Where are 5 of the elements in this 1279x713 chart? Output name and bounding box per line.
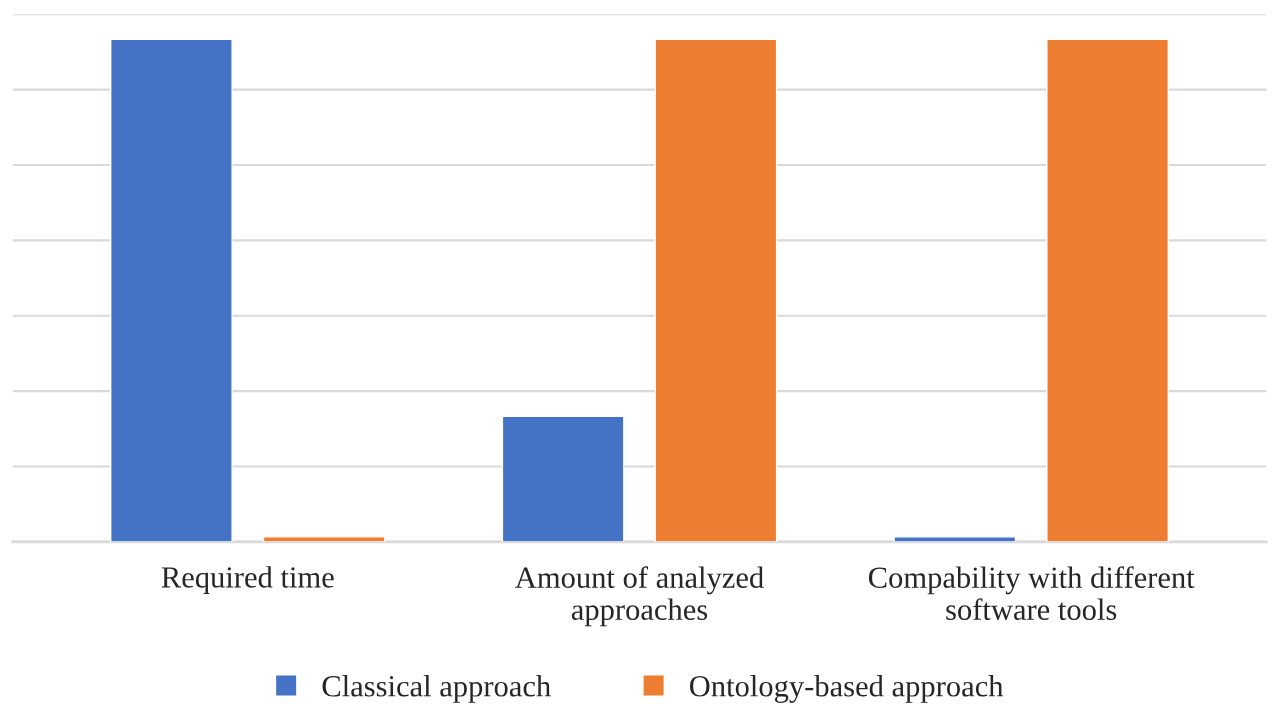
legend-label: Ontology-based approach <box>689 675 1004 703</box>
x-tick-label: Amount of analyzed approaches <box>515 566 764 627</box>
x-tick-label: Compability with different software tools <box>868 566 1195 621</box>
x-tick-label: Required time <box>161 566 334 594</box>
legend-label: Classical approach <box>322 675 551 703</box>
